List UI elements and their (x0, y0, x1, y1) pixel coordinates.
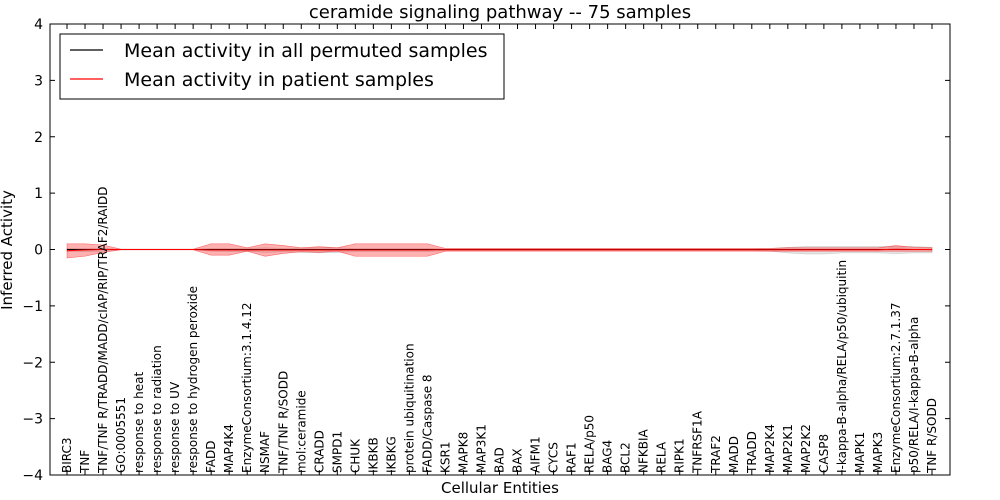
x-category-label: IKBKG (384, 436, 398, 473)
y-tick-label: −2 (22, 355, 43, 371)
plot-area: −4 −3 −2 −1 0 1 2 3 4 BIRC3 TNF TNF/TNF R/TRADD/MAD… (22, 17, 951, 484)
x-category-label: MAP4K4 (222, 424, 236, 473)
permuted-samples-band (66, 246, 933, 255)
x-category-label: BAX (511, 448, 525, 473)
x-category-label: TNFRSF1A (691, 410, 705, 474)
legend: Mean activity in all permuted samples Mea… (59, 33, 505, 100)
x-category-label: BAG4 (601, 440, 615, 473)
x-category-label: mol:ceramide (294, 390, 308, 473)
patient-samples-band (66, 243, 933, 259)
x-axis-title: Cellular Entities (441, 479, 559, 497)
legend-label-patient: Mean activity in patient samples (124, 69, 434, 91)
x-category-label: FADD/Caspase 8 (420, 374, 434, 473)
y-tick-label: −3 (22, 412, 43, 428)
y-tick-label: −1 (22, 299, 43, 315)
x-category-label: CRADD (312, 430, 326, 473)
chart-title: ceramide signaling pathway -- 75 samples (309, 2, 691, 23)
x-category-label: MAP3K1 (474, 424, 488, 473)
x-category-label: GO:0005551 (114, 397, 128, 473)
x-category-label: RIPK1 (673, 438, 687, 473)
x-category-label: CHUK (348, 438, 362, 473)
y-tick-label: 0 (34, 243, 43, 259)
x-category-label: KSR1 (438, 442, 452, 473)
x-category-label: NFKBIA (637, 428, 651, 473)
x-category-label: response to hydrogen peroxide (186, 286, 200, 473)
y-tick-label: 1 (34, 186, 43, 202)
x-category-label: I-kappa-B-alpha/RELA/p50/ubiquitin (835, 260, 849, 473)
x-category-label: TRADD (745, 431, 759, 474)
x-category-label: CYCS (547, 442, 561, 473)
x-category-label: p50/RELA/I-kappa-B-alpha (907, 317, 921, 473)
x-category-label: response to UV (168, 381, 182, 473)
x-category-label: NSMAF (258, 431, 272, 473)
x-category-label: MAPK1 (853, 432, 867, 473)
x-category-label: MAP2K4 (763, 424, 777, 473)
x-category-label: TNF/TNF R/TRADD/MADD/cIAP/RIP/TRAF2/RAID… (96, 187, 110, 475)
patient-mean-line (66, 248, 932, 252)
x-category-label: RAF1 (565, 442, 579, 473)
x-category-label: BCL2 (619, 442, 633, 473)
x-category-label: BIRC3 (60, 437, 74, 473)
x-category-label: TNF (78, 450, 92, 474)
x-category-label: IKBKB (366, 437, 380, 473)
x-category-label: SMPD1 (330, 431, 344, 473)
x-category-label: TNF R/SODD (925, 398, 939, 474)
x-category-label: AIFM1 (529, 436, 543, 473)
x-category-label: RELA (655, 441, 669, 473)
y-axis-title: Inferred Activity (0, 190, 16, 310)
y-tick-label: 4 (34, 17, 43, 33)
x-category-label: EnzymeConsortium:2.7.1.37 (889, 302, 903, 473)
legend-box (59, 33, 505, 100)
x-category-label: RELA/p50 (583, 415, 597, 473)
legend-label-permuted: Mean activity in all permuted samples (124, 40, 487, 62)
x-category-label: CASP8 (817, 434, 831, 473)
x-category-label: MADD (727, 436, 741, 473)
x-category-label: protein ubiquitination (402, 343, 416, 473)
x-category-label: MAP2K1 (781, 424, 795, 473)
x-category-label: response to heat (132, 371, 146, 473)
x-category-label: MAPK3 (871, 432, 885, 473)
x-category-label: FADD (204, 441, 218, 474)
x-category-label: MAPK8 (456, 432, 470, 473)
x-category-label: response to radiation (150, 345, 164, 473)
y-tick-label: 2 (34, 130, 43, 146)
x-category-label: BAD (493, 447, 507, 473)
y-tick-label: 3 (34, 73, 43, 89)
x-category-label: TRAF2 (709, 435, 723, 474)
x-category-label: MAP2K2 (799, 424, 813, 473)
x-category-label: EnzymeConsortium:3.1.4.12 (240, 302, 254, 473)
y-tick-label: −4 (22, 468, 43, 484)
x-category-label: TNF/TNF R/SODD (276, 371, 290, 474)
